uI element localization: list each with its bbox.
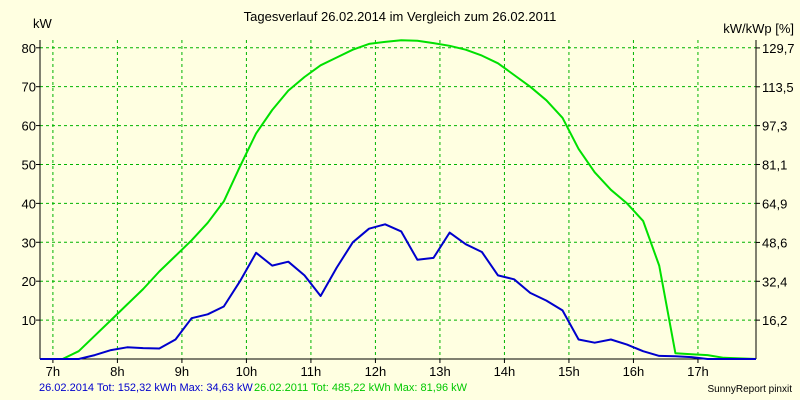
left-tick-label: 60 [22, 119, 36, 134]
left-tick-label: 50 [22, 157, 36, 172]
plot-area [40, 40, 756, 359]
bottom-tick-label: 11h [301, 364, 322, 379]
gridlines [40, 40, 756, 359]
right-tick-label: 32,4 [762, 274, 787, 289]
right-axis: 16,2 32,4 48,6 64,9 81,1 97,3 113,5 129,7 [755, 40, 795, 359]
bottom-tick-label: 17h [687, 364, 709, 379]
right-tick-label: 48,6 [762, 235, 787, 250]
right-tick-label: 81,1 [762, 157, 787, 172]
left-axis-unit: kW [33, 16, 52, 31]
series-line-26-02-2014 [40, 223, 756, 360]
left-tick-label: 30 [22, 235, 36, 250]
series-line-26-02-2011 [40, 39, 757, 360]
right-tick-label: 129,7 [762, 41, 795, 56]
bottom-tick-label: 10h [236, 364, 258, 379]
bottom-tick-label: 9h [175, 364, 189, 379]
bottom-tick-label: 16h [623, 364, 645, 379]
left-tick-label: 10 [22, 313, 36, 328]
chart-title: Tagesverlauf 26.02.2014 im Vergleich zum… [243, 9, 557, 24]
series-layer [40, 39, 757, 360]
right-tick-label: 16,2 [762, 313, 787, 328]
left-tick-label: 20 [22, 274, 36, 289]
bottom-tick-label: 14h [494, 364, 516, 379]
right-axis-unit: kW/kWp [%] [723, 21, 794, 36]
left-tick-label: 70 [22, 80, 36, 95]
brand-label: SunnyReport pinxit [707, 384, 793, 395]
bottom-tick-label: 8h [110, 364, 124, 379]
left-tick-label: 40 [22, 196, 36, 211]
left-tick-label: 80 [22, 41, 36, 56]
right-tick-label: 64,9 [762, 196, 787, 211]
bottom-tick-label: 7h [46, 364, 60, 379]
right-tick-label: 113,5 [762, 80, 794, 95]
bottom-tick-label: 12h [365, 364, 387, 379]
right-tick-label: 97,3 [762, 119, 787, 134]
footer-series-2014-summary: 26.02.2014 Tot: 152,32 kWh Max: 34,63 kW [39, 382, 253, 394]
footer-series-2011-summary: 26.02.2011 Tot: 485,22 kWh Max: 81,96 kW [254, 382, 467, 394]
left-axis: 10 20 30 40 50 60 70 80 [22, 40, 41, 359]
bottom-axis: 7h 8h 9h 10h 11h 12h 13h 14h 15h 16h 17h [40, 358, 756, 379]
bottom-tick-label: 15h [558, 364, 580, 379]
bottom-tick-label: 13h [429, 364, 451, 379]
